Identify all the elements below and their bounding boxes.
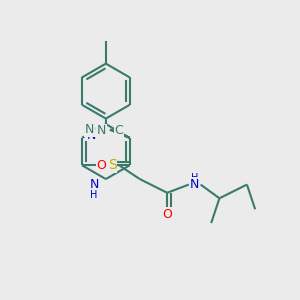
Text: O: O bbox=[162, 208, 172, 221]
Text: N: N bbox=[87, 129, 97, 142]
Text: C: C bbox=[114, 124, 123, 137]
Text: O: O bbox=[96, 159, 106, 172]
Text: N: N bbox=[89, 178, 99, 191]
Text: C: C bbox=[94, 123, 103, 136]
Text: H: H bbox=[90, 190, 98, 200]
Text: N: N bbox=[190, 178, 200, 191]
Text: N: N bbox=[97, 124, 106, 137]
Text: S: S bbox=[108, 158, 117, 172]
Text: N: N bbox=[85, 123, 94, 136]
Text: H: H bbox=[191, 173, 198, 183]
